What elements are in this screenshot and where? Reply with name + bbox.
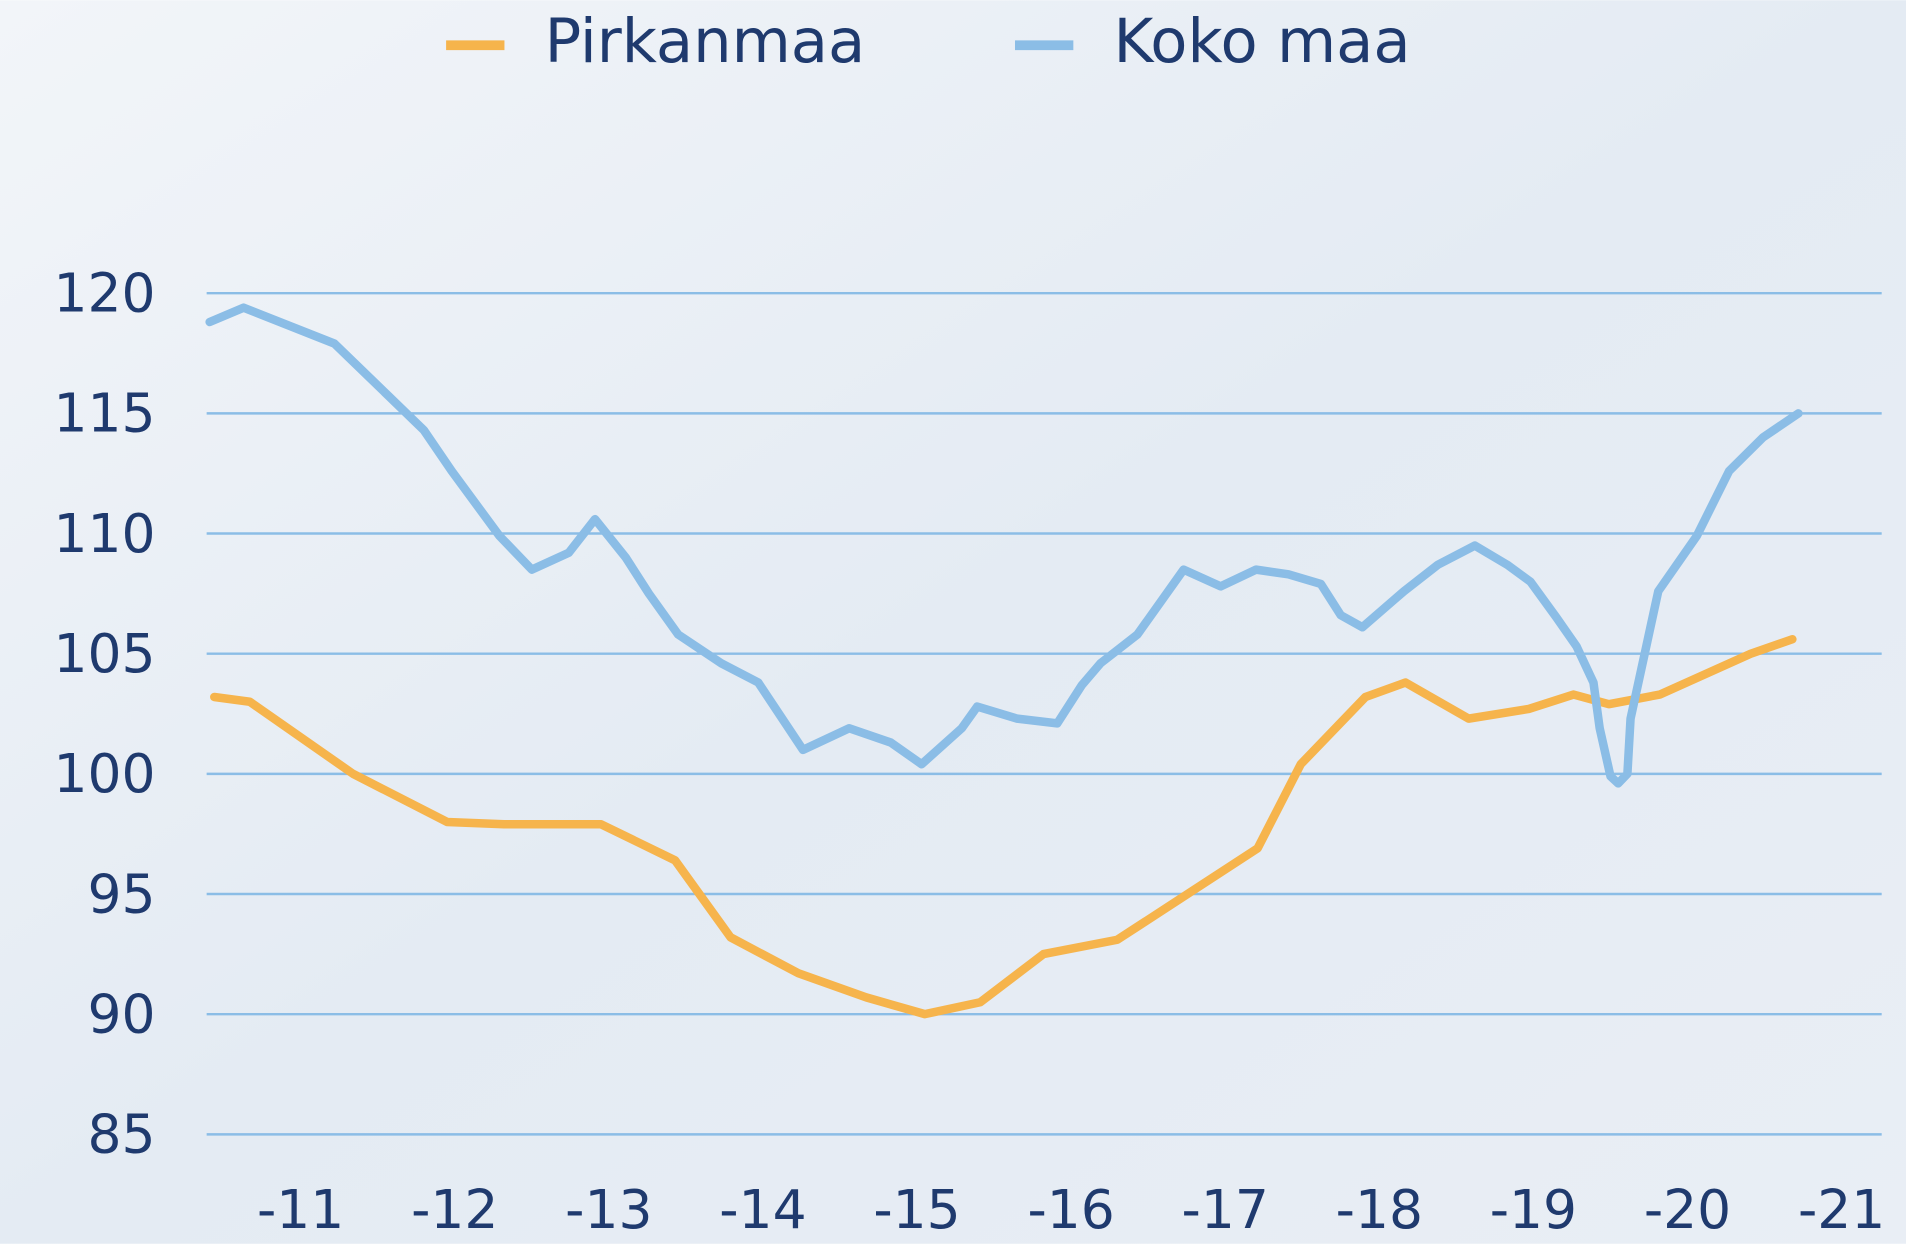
line [205, 303, 1803, 788]
y-tick-label: 115 [54, 382, 156, 445]
x-tick-label: -13 [565, 1178, 652, 1241]
x-tick-label: -17 [1182, 1178, 1269, 1241]
x-tick-label: -19 [1490, 1178, 1577, 1241]
y-tick-label: 85 [88, 1103, 156, 1166]
y-tick-label: 100 [54, 742, 156, 805]
x-tick-label: -12 [411, 1178, 498, 1241]
y-tick-label: 120 [54, 261, 156, 324]
line [210, 635, 1797, 1019]
x-tick-label: -21 [1798, 1178, 1885, 1241]
x-tick-label: -11 [257, 1178, 344, 1241]
y-tick-label: 105 [54, 622, 156, 685]
x-tick-label: -15 [873, 1178, 960, 1241]
legend-label: Pirkanmaa [545, 7, 866, 77]
y-tick-label: 95 [88, 862, 156, 925]
y-tick-label: 90 [88, 982, 156, 1045]
x-tick-label: -14 [719, 1178, 806, 1241]
x-tick-label: -16 [1027, 1178, 1114, 1241]
x-tick-label: -18 [1336, 1178, 1423, 1241]
x-tick-label: -20 [1644, 1178, 1731, 1241]
legend-label: Koko maa [1113, 7, 1410, 77]
y-tick-label: 110 [54, 502, 156, 565]
